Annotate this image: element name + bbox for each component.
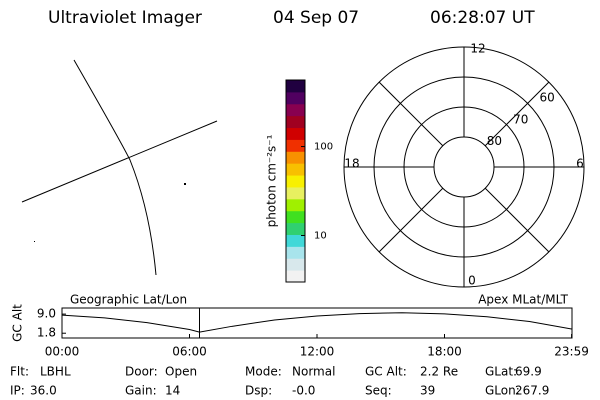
time: 06:28:07 UT <box>430 8 535 28</box>
color-swatch <box>286 198 305 212</box>
geo-label: Geographic Lat/Lon <box>70 293 187 307</box>
parallel <box>21 120 218 203</box>
field-value: 36.0 <box>30 384 57 398</box>
dot <box>34 241 35 242</box>
color-swatch <box>286 270 305 283</box>
title: Ultraviolet Imager <box>48 8 202 28</box>
mlt-label: 18 <box>344 157 359 171</box>
field-label: Mode: <box>245 365 282 379</box>
y-tick-label: 9.0 <box>37 307 56 321</box>
field-value: Normal <box>292 365 335 379</box>
x-tick-label: 12:00 <box>300 345 335 359</box>
color-swatch <box>286 163 305 176</box>
polar-label: Apex MLat/MLT <box>478 293 568 307</box>
spoke <box>378 81 444 147</box>
tick-label: 10 <box>314 230 327 241</box>
tick-label: 100 <box>314 142 333 153</box>
colorbar-label: photon cm⁻²s⁻¹ <box>265 134 279 227</box>
plot-frame <box>61 307 573 339</box>
y-tick-label: 1.8 <box>37 326 56 340</box>
color-swatch <box>286 151 305 164</box>
field-label: Gain: <box>125 384 157 398</box>
x-tick-label: 23:59 <box>554 345 589 359</box>
color-swatch <box>286 186 305 200</box>
lat-label: 80 <box>487 134 502 148</box>
field-label: GC Alt: <box>365 365 407 379</box>
y-axis-label: GC Alt <box>11 304 25 342</box>
field-value: 14 <box>165 384 180 398</box>
field-label: Flt: <box>10 365 29 379</box>
color-swatch <box>286 103 305 117</box>
field-label: IP: <box>10 384 25 398</box>
field-label: GLat: <box>485 365 517 379</box>
x-tick-label: 18:00 <box>427 345 462 359</box>
color-swatch <box>286 115 305 129</box>
mlt-label: 6 <box>576 157 584 171</box>
color-swatch <box>286 127 305 140</box>
field-value: LBHL <box>40 365 71 379</box>
field-value: Open <box>165 365 197 379</box>
lat-label: 70 <box>513 112 528 126</box>
colorbar-frame <box>285 79 306 283</box>
color-swatch <box>286 139 305 152</box>
geo-map <box>21 59 218 276</box>
field-value: 69.9 <box>515 365 542 379</box>
x-tick-label: 00:00 <box>45 345 80 359</box>
field-label: GLon: <box>485 384 520 398</box>
field-label: Seq: <box>365 384 392 398</box>
color-swatch <box>286 80 305 93</box>
spoke <box>484 81 550 147</box>
field-value: -0.0 <box>292 384 315 398</box>
dot <box>184 183 186 185</box>
color-swatch <box>286 210 305 224</box>
date: 04 Sep 07 <box>273 8 359 28</box>
spoke <box>378 187 444 253</box>
field-value: 267.9 <box>515 384 549 398</box>
field-label: Door: <box>125 365 158 379</box>
meridian <box>73 59 157 276</box>
altitude-line <box>61 312 572 333</box>
color-swatch <box>286 175 305 188</box>
lat-circle <box>433 136 495 198</box>
field-value: 39 <box>420 384 435 398</box>
lat-label: 60 <box>540 91 555 105</box>
color-swatch <box>286 91 305 105</box>
mlt-label: 0 <box>468 274 476 288</box>
color-swatch <box>286 234 305 247</box>
field-value: 2.2 Re <box>420 365 458 379</box>
spoke <box>484 187 550 253</box>
color-swatch <box>286 246 305 259</box>
mlt-label: 12 <box>470 42 485 56</box>
x-tick-label: 06:00 <box>172 345 207 359</box>
color-swatch <box>286 258 305 271</box>
field-label: Dsp: <box>245 384 272 398</box>
color-swatch <box>286 222 305 235</box>
